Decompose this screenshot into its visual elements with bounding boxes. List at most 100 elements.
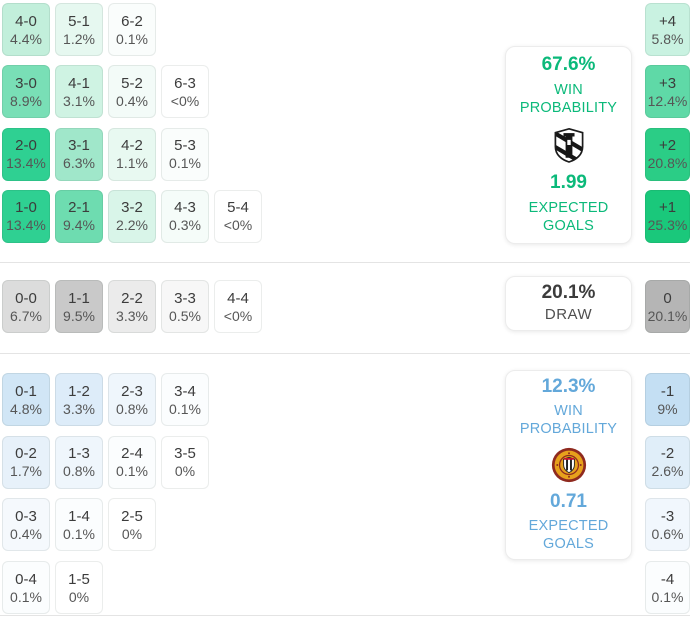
- score-probability: 1.2%: [63, 30, 95, 47]
- goal-difference-label: -4: [660, 570, 675, 588]
- score-label: 5-1: [68, 12, 90, 30]
- score-tile: 0-4 0.1%: [2, 561, 50, 615]
- score-tile: 3-2 2.2%: [108, 189, 156, 243]
- score-probability: 9.5%: [63, 307, 95, 324]
- away-win-probability-label: WIN PROBABILITY: [519, 403, 618, 438]
- section-divider: [0, 353, 690, 354]
- score-tile: 5-1 1.2%: [55, 3, 103, 56]
- score-probability: 4.8%: [10, 400, 42, 417]
- score-label: 0-3: [15, 507, 37, 525]
- goal-difference-probability: 25.3%: [647, 217, 688, 234]
- score-tile: 4-0 4.4%: [2, 3, 50, 56]
- score-probability: 0%: [174, 463, 196, 480]
- score-label: 1-1: [68, 289, 90, 307]
- goal-difference-label: -1: [660, 382, 675, 400]
- away-goal-difference-column: -1 9% -2 2.6% -3 0.6% -4 0.1%: [645, 373, 690, 615]
- score-probability: 0.8%: [116, 400, 148, 417]
- goal-difference-label: -3: [660, 507, 675, 525]
- score-probability: 0%: [121, 525, 143, 542]
- score-probability: 13.4%: [6, 155, 46, 172]
- score-probability: 0.1%: [10, 588, 42, 605]
- score-tile: 2-1 9.4%: [55, 189, 103, 243]
- score-label: 3-0: [15, 74, 37, 92]
- score-label: 5-2: [121, 74, 143, 92]
- score-probability: 0.4%: [116, 92, 148, 109]
- goal-difference-tile: 0 20.1%: [645, 280, 690, 333]
- home-win-probability-panel: 67.6% WIN PROBABILITY 1.99 EXPECTED GOAL…: [505, 46, 632, 244]
- goal-difference-label: +3: [658, 74, 677, 92]
- score-tile: 5-3 0.1%: [161, 127, 209, 181]
- goal-difference-probability: 0.1%: [651, 588, 684, 605]
- score-probability: 0%: [68, 588, 90, 605]
- score-probability: 0.1%: [63, 525, 95, 542]
- score-probability: 6.3%: [63, 155, 95, 172]
- score-label: 2-5: [121, 507, 143, 525]
- goal-difference-label: +1: [658, 199, 677, 217]
- score-probability: 0.5%: [169, 307, 201, 324]
- score-label: 6-3: [174, 74, 196, 92]
- draw-label: DRAW: [544, 306, 593, 324]
- score-label: 0-0: [15, 289, 37, 307]
- score-tile: 0-0 6.7%: [2, 280, 50, 333]
- score-tile: 1-5 0%: [55, 561, 103, 615]
- section-divider: [0, 262, 690, 263]
- score-tile: 2-0 13.4%: [2, 127, 50, 181]
- score-tile: 1-3 0.8%: [55, 435, 103, 489]
- score-tile: 5-2 0.4%: [108, 65, 156, 119]
- away-win-probability-value: 12.3%: [541, 376, 596, 397]
- score-probability: 0.1%: [116, 30, 148, 47]
- away-win-score-grid: 0-1 4.8% 1-2 3.3% 2-3 0.8% 3-4 0.1% 0-2 …: [2, 373, 262, 615]
- score-tile: 4-3 0.3%: [161, 189, 209, 243]
- home-expected-goals-value: 1.99: [550, 172, 587, 193]
- goal-difference-tile: +3 12.4%: [645, 65, 690, 119]
- score-probability: 9.4%: [63, 217, 95, 234]
- draw-goal-difference-column: 0 20.1%: [645, 280, 690, 333]
- score-tile: 6-2 0.1%: [108, 3, 156, 56]
- home-win-probability-label: WIN PROBABILITY: [519, 81, 618, 116]
- score-tile: 2-4 0.1%: [108, 435, 156, 489]
- score-label: 5-3: [174, 137, 196, 155]
- score-label: 0-1: [15, 382, 37, 400]
- score-tile: 2-2 3.3%: [108, 280, 156, 333]
- score-probability: 3.3%: [116, 307, 148, 324]
- score-tile: 4-2 1.1%: [108, 127, 156, 181]
- score-probability: 0.8%: [63, 463, 95, 480]
- score-probability: <0%: [223, 217, 253, 234]
- score-label: 4-2: [121, 137, 143, 155]
- away-win-probability-panel: 12.3% WIN PROBABILITY 0.71 EXPECTED GOAL…: [505, 370, 632, 560]
- score-tile: 0-1 4.8%: [2, 373, 50, 426]
- score-label: 4-0: [15, 12, 37, 30]
- score-label: 1-0: [15, 199, 37, 217]
- goal-difference-probability: 0.6%: [651, 525, 684, 542]
- goal-difference-probability: 20.1%: [647, 307, 688, 324]
- goal-difference-tile: -3 0.6%: [645, 498, 690, 552]
- home-win-score-grid: 4-0 4.4% 5-1 1.2% 6-2 0.1% 3-0 8.9% 4-1 …: [2, 3, 262, 243]
- home-expected-goals-label: EXPECTED GOALS: [528, 200, 609, 235]
- score-label: 2-3: [121, 382, 143, 400]
- score-tile: 4-4 <0%: [214, 280, 262, 333]
- score-probability: 8.9%: [10, 92, 42, 109]
- goal-difference-tile: -1 9%: [645, 373, 690, 426]
- score-label: 3-5: [174, 445, 196, 463]
- score-label: 1-5: [68, 570, 90, 588]
- goal-difference-tile: +4 5.8%: [645, 3, 690, 56]
- score-tile: 3-4 0.1%: [161, 373, 209, 426]
- score-tile: 2-5 0%: [108, 498, 156, 552]
- goal-difference-label: 0: [663, 289, 672, 307]
- away-expected-goals-value: 0.71: [550, 490, 587, 512]
- score-probability: 0.1%: [169, 400, 201, 417]
- score-tile: 5-4 <0%: [214, 189, 262, 243]
- score-tile: 6-3 <0%: [161, 65, 209, 119]
- score-label: 3-1: [68, 137, 90, 155]
- score-label: 0-4: [15, 570, 37, 588]
- draw-score-grid: 0-0 6.7% 1-1 9.5% 2-2 3.3% 3-3 0.5% 4-4 …: [2, 280, 262, 333]
- score-probability: 1.1%: [116, 155, 148, 172]
- goal-difference-probability: 2.6%: [651, 463, 684, 480]
- score-probability: 0.3%: [169, 217, 201, 234]
- goal-difference-probability: 9%: [657, 400, 678, 417]
- score-probability: 1.7%: [10, 463, 42, 480]
- goal-difference-label: +4: [658, 12, 677, 30]
- goal-difference-tile: +2 20.8%: [645, 127, 690, 181]
- score-tile: 1-4 0.1%: [55, 498, 103, 552]
